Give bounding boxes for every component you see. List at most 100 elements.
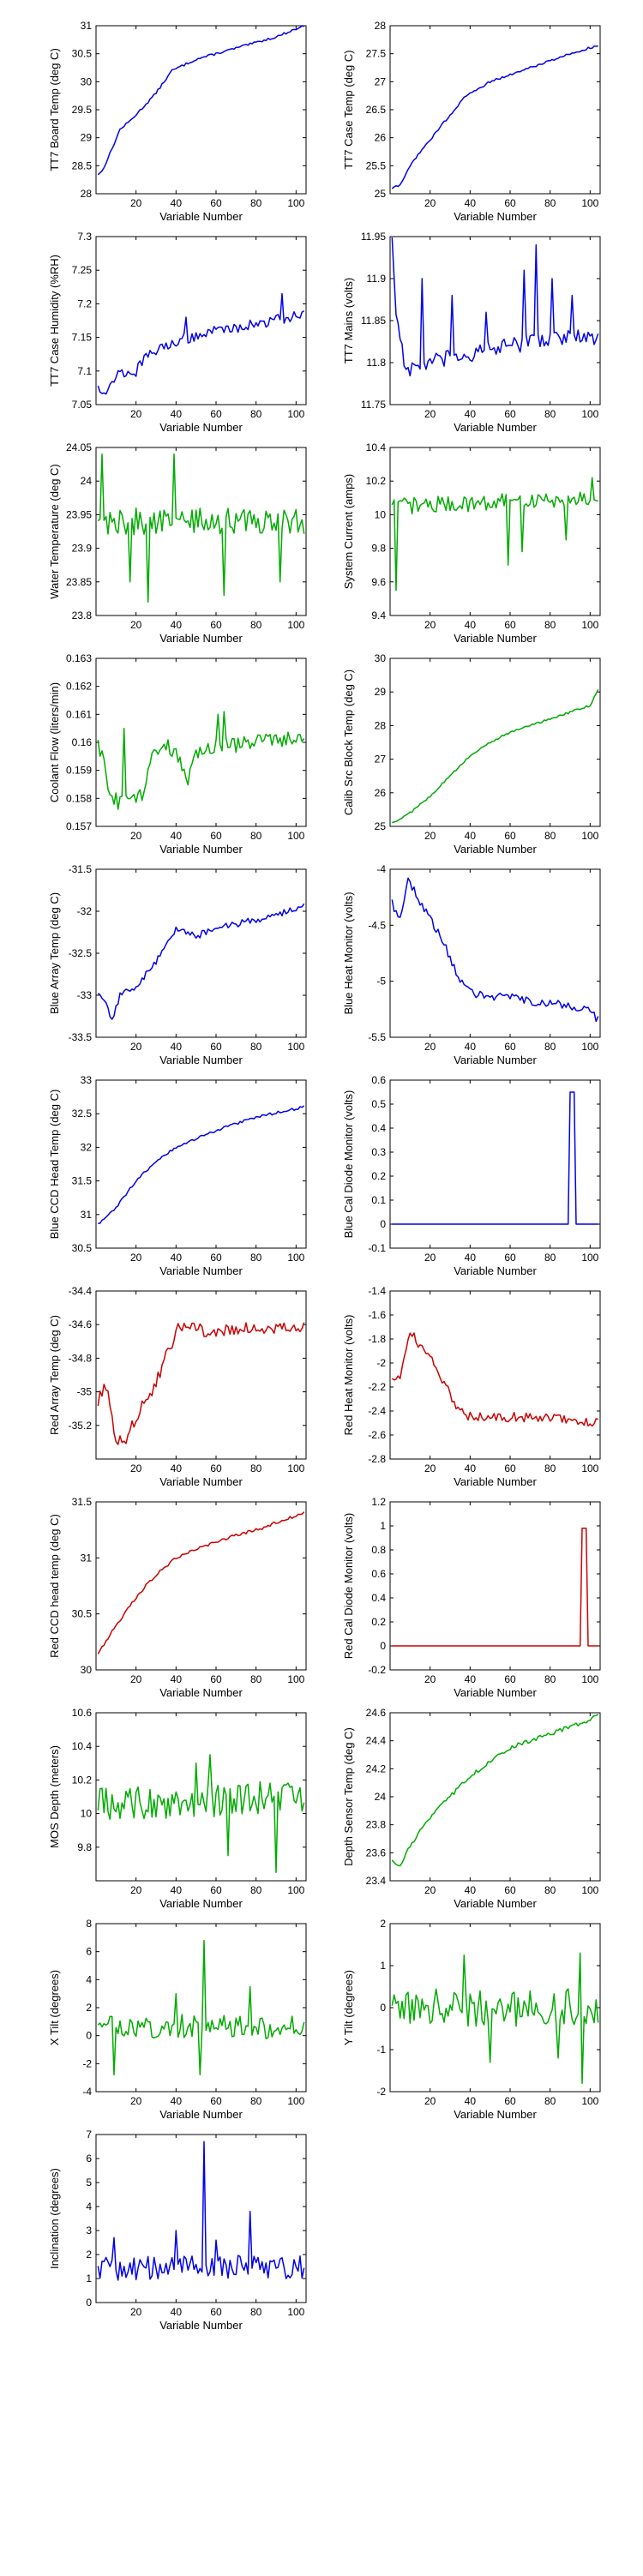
y-tick-label: 7.3: [77, 231, 92, 243]
plot-frame: [389, 1079, 601, 1249]
y-tick-label: 33: [81, 1074, 93, 1086]
y-tick-label: 0.161: [66, 708, 92, 720]
plot-frame: [95, 25, 307, 195]
y-tick-label: 0.3: [371, 1146, 386, 1158]
y-tick-label: -0.1: [368, 1242, 386, 1254]
y-tick-label: 23.6: [366, 1846, 387, 1858]
x-tick-label: 60: [210, 830, 222, 842]
x-tick-label: 80: [250, 1252, 262, 1264]
chart-21: 0 1 2 3 4 5 6 7 20 40 60 80 100 Variable Number Inclin…: [48, 2129, 307, 2332]
y-tick-label: 24: [375, 1791, 387, 1803]
x-tick-label: 20: [424, 1041, 436, 1053]
x-axis-label: Variable Number: [159, 632, 243, 645]
y-tick-label: -35: [77, 1386, 93, 1398]
x-tick-label: 80: [544, 1462, 556, 1474]
y-tick-label: 30.5: [72, 1242, 93, 1254]
y-tick-label: 10.2: [72, 1774, 93, 1786]
x-tick-label: 100: [287, 1884, 304, 1896]
y-axis-label: Coolant Flow (liters/min): [48, 682, 61, 802]
plot-frame: [389, 658, 601, 827]
series-line: [98, 1105, 305, 1224]
plot-frame: [389, 25, 601, 195]
x-tick-label: 100: [581, 1884, 598, 1896]
x-tick-label: 80: [250, 1462, 262, 1474]
y-axis-label: X Tilt (degrees): [48, 1970, 61, 2045]
y-tick-label: 0: [86, 2297, 92, 2309]
x-tick-label: 40: [171, 1673, 183, 1685]
x-tick-label: 20: [424, 830, 436, 842]
y-tick-label: -32: [77, 905, 93, 917]
x-tick-label: 100: [287, 2306, 304, 2318]
y-tick-label: 0.157: [66, 820, 92, 832]
y-axis-label: Depth Sensor Temp (deg C): [342, 1727, 355, 1866]
x-tick-label: 100: [581, 2095, 598, 2107]
x-tick-label: 40: [171, 830, 183, 842]
x-tick-label: 60: [210, 1673, 222, 1685]
y-tick-label: -35.2: [69, 1420, 93, 1432]
x-tick-label: 20: [424, 1673, 436, 1685]
y-tick-label: 24: [81, 475, 93, 487]
y-tick-label: 11.95: [361, 231, 386, 243]
series-line: [392, 1528, 598, 1647]
x-tick-label: 80: [250, 2306, 262, 2318]
y-tick-label: 23.8: [366, 1819, 387, 1831]
x-tick-label: 20: [130, 1462, 142, 1474]
y-tick-label: -4: [376, 863, 386, 875]
x-tick-label: 40: [171, 1041, 183, 1053]
x-tick-label: 20: [424, 408, 436, 420]
x-tick-label: 20: [130, 1673, 142, 1685]
series-line: [97, 2141, 305, 2281]
y-tick-label: 0.2: [371, 1170, 386, 1182]
y-tick-label: 4: [86, 2201, 92, 2213]
x-tick-label: 20: [424, 2095, 436, 2107]
y-tick-label: 0.1: [371, 1194, 386, 1206]
series-line: [391, 45, 598, 189]
y-tick-label: 4: [86, 1973, 92, 1985]
y-tick-label: -2.6: [368, 1429, 386, 1441]
y-tick-label: -0.2: [368, 1664, 386, 1676]
y-tick-label: 24.2: [366, 1762, 387, 1774]
y-tick-label: 26.5: [366, 104, 387, 116]
y-tick-label: -34.8: [69, 1352, 93, 1364]
x-axis-label: Variable Number: [454, 210, 537, 223]
x-tick-label: 60: [210, 1041, 222, 1053]
x-tick-label: 100: [287, 197, 304, 209]
x-tick-label: 60: [210, 197, 222, 209]
y-tick-label: 10: [81, 1808, 93, 1820]
y-axis-label: System Current (amps): [342, 474, 355, 589]
y-tick-label: 0.8: [371, 1544, 386, 1556]
y-axis-label: Red CCD head temp (deg C): [48, 1514, 61, 1658]
y-tick-label: 0: [380, 1218, 386, 1230]
x-tick-label: 20: [424, 1884, 436, 1896]
x-tick-label: 60: [210, 2095, 222, 2107]
chart-19: -4 -2 0 2 4 6 8 20 40 60 80 100 Variable Number X Til…: [48, 1918, 307, 2121]
x-tick-label: 60: [504, 830, 516, 842]
y-tick-label: 31: [81, 1209, 93, 1221]
x-tick-label: 20: [130, 1252, 142, 1264]
y-tick-label: 23.95: [66, 508, 92, 520]
y-tick-label: 30: [81, 75, 93, 87]
chart-6: 9.4 9.6 9.8 10 10.2 10.4 20 40 60 80 100 Variable N…: [342, 441, 601, 645]
y-axis-label: TT7 Case Temp (deg C): [342, 50, 355, 169]
plot-frame: [95, 2134, 307, 2303]
x-tick-label: 100: [287, 2095, 304, 2107]
x-tick-label: 20: [130, 1884, 142, 1896]
x-tick-label: 100: [287, 408, 304, 420]
x-axis-label: Variable Number: [159, 1054, 243, 1066]
x-tick-label: 80: [544, 619, 556, 631]
chart-11: 30.5 31 31.5 32 32.5 33 20 40 60 80 100 Variable Nu…: [48, 1074, 307, 1277]
x-tick-label: 80: [250, 830, 262, 842]
x-tick-label: 20: [130, 1041, 142, 1053]
y-tick-label: 30: [375, 652, 387, 664]
x-tick-label: 60: [210, 1884, 222, 1896]
y-axis-label: Calib Src Block Temp (deg C): [342, 670, 355, 815]
x-axis-label: Variable Number: [454, 1054, 537, 1066]
chart-8: 25 26 27 28 29 30 20 40 60 80 100 Variable Number Ca…: [342, 652, 601, 856]
y-tick-label: 23.8: [72, 609, 93, 621]
y-tick-label: -2: [376, 2086, 386, 2098]
series-line: [97, 711, 305, 810]
y-tick-label: 9.6: [371, 576, 386, 588]
x-axis-label: Variable Number: [454, 421, 537, 434]
y-tick-label: 0.163: [66, 652, 92, 664]
